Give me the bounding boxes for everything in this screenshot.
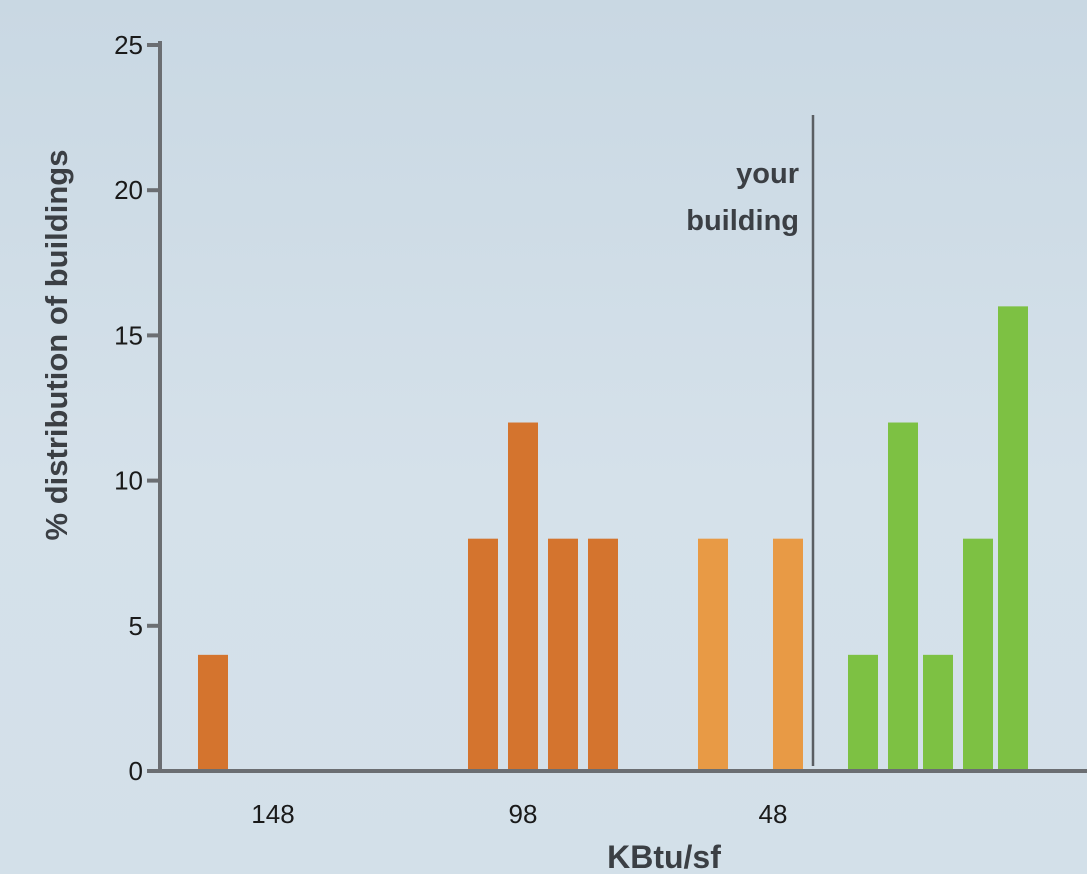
your-building-label-line2: building bbox=[686, 205, 799, 237]
bar-7 bbox=[848, 654, 878, 771]
x-tick-label-48: 48 bbox=[759, 799, 788, 829]
bar-3 bbox=[548, 538, 578, 771]
x-tick-label-98: 98 bbox=[509, 799, 538, 829]
y-tick-label-0: 0 bbox=[129, 756, 143, 786]
bar-10 bbox=[963, 538, 993, 771]
bar-0 bbox=[198, 654, 228, 771]
your-building-label-line1: your bbox=[736, 158, 799, 190]
bar-6 bbox=[773, 538, 803, 771]
bar-5 bbox=[698, 538, 728, 771]
x-tick-label-148: 148 bbox=[251, 799, 294, 829]
y-tick-label-15: 15 bbox=[114, 320, 143, 350]
axes bbox=[158, 41, 1087, 773]
bar-11 bbox=[998, 306, 1028, 771]
your-building-marker: your building bbox=[686, 115, 815, 766]
x-axis-title: KBtu/sf bbox=[607, 839, 721, 874]
y-axis-title: % distribution of buildings bbox=[39, 150, 74, 541]
y-tick-label-5: 5 bbox=[129, 611, 143, 641]
y-tick-label-10: 10 bbox=[114, 466, 143, 496]
bar-1 bbox=[468, 538, 498, 771]
y-tick-label-25: 25 bbox=[114, 30, 143, 60]
bar-8 bbox=[888, 422, 918, 771]
bars bbox=[198, 306, 1028, 771]
bar-4 bbox=[588, 538, 618, 771]
x-ticks: 148 98 48 bbox=[251, 799, 787, 829]
bar-2 bbox=[508, 422, 538, 771]
y-tick-label-20: 20 bbox=[114, 175, 143, 205]
bar-9 bbox=[923, 654, 953, 771]
y-ticks: 0 5 10 15 20 25 bbox=[114, 30, 160, 786]
